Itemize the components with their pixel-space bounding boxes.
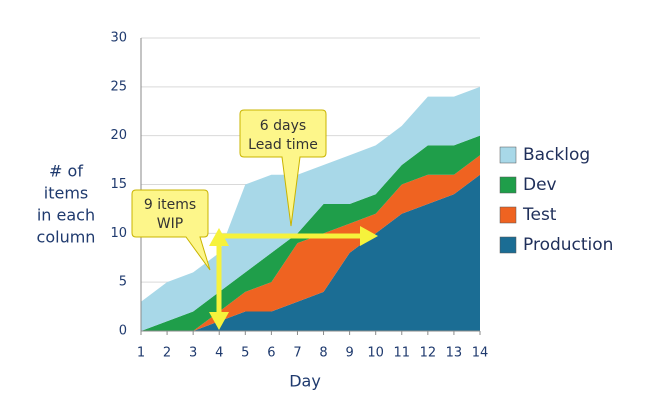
y-axis-label: items — [44, 184, 88, 203]
x-tick-label: 7 — [293, 346, 301, 361]
legend-swatch — [499, 236, 517, 254]
arrow-head — [209, 312, 229, 330]
callout — [131, 189, 211, 271]
plot-area — [140, 37, 481, 335]
y-tick-label: 10 — [110, 226, 127, 241]
y-axis-label: in each — [37, 206, 95, 225]
y-axis-label: # of — [49, 162, 83, 181]
area — [141, 155, 480, 331]
y-tick-label: 20 — [110, 128, 127, 143]
legend-swatch — [499, 146, 517, 164]
x-axis-label: Day — [289, 372, 321, 391]
y-tick-label: 25 — [110, 79, 127, 94]
x-tick-label: 12 — [420, 346, 437, 361]
wip-arrow — [209, 228, 229, 330]
area — [141, 86, 480, 331]
legend-label: Backlog — [523, 145, 590, 165]
x-tick-label: 5 — [241, 346, 249, 361]
x-tick-label: 14 — [472, 346, 489, 361]
x-tick-label: 2 — [163, 346, 171, 361]
legend-swatch — [499, 206, 517, 224]
area — [141, 135, 480, 331]
legend-label: Production — [523, 235, 613, 255]
lead-time-arrow — [219, 226, 378, 246]
y-tick-label: 30 — [110, 31, 127, 46]
x-tick-label: 4 — [215, 346, 223, 361]
y-tick-label: 0 — [119, 324, 127, 339]
x-tick-label: 1 — [137, 346, 145, 361]
legend-label: Test — [522, 205, 557, 225]
x-tick-label: 9 — [345, 346, 353, 361]
x-tick-label: 13 — [446, 346, 463, 361]
x-tick-label: 10 — [367, 346, 384, 361]
arrow-head — [209, 228, 229, 246]
legend-label: Dev — [523, 175, 557, 195]
x-tick-label: 3 — [189, 346, 197, 361]
legend-swatch — [499, 176, 517, 194]
x-tick-label: 6 — [267, 346, 275, 361]
area — [141, 174, 480, 331]
y-axis-label: column — [37, 228, 96, 247]
y-tick-label: 5 — [119, 275, 127, 290]
y-tick-label: 15 — [110, 177, 127, 192]
callout — [239, 109, 327, 227]
x-tick-label: 8 — [319, 346, 327, 361]
arrow-head — [360, 226, 378, 246]
callout-text: Lead time — [248, 137, 318, 153]
callout-text: WIP — [157, 216, 183, 232]
callout-text: 6 days — [260, 118, 306, 134]
callout-text: 9 items — [144, 197, 196, 213]
x-tick-label: 11 — [393, 346, 410, 361]
